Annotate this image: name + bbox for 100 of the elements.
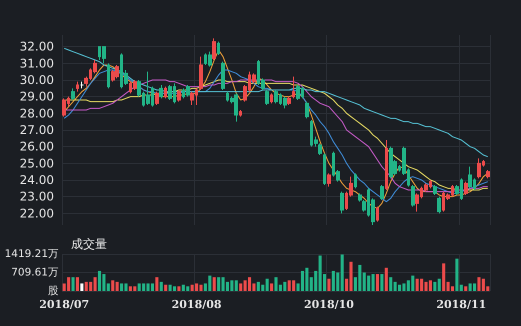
bar: [450, 286, 454, 291]
bar: [376, 274, 380, 291]
candlestick: [376, 206, 379, 222]
bar: [274, 277, 278, 291]
candlestick: [102, 46, 106, 64]
bar: [380, 274, 384, 291]
candlestick: [217, 41, 220, 56]
candlestick: [133, 80, 137, 90]
candlestick: [283, 96, 287, 109]
bar: [217, 277, 220, 291]
y-tick-label: 32.00: [20, 40, 54, 54]
y-tick-label: 26.00: [20, 140, 54, 154]
candlestick: [385, 140, 388, 190]
candlestick: [340, 191, 344, 214]
x-tick-label: 2018/08: [172, 298, 222, 311]
y-tick-label: 28.00: [20, 106, 54, 120]
bar: [477, 277, 481, 291]
y-tick-label: 1419.21万: [4, 248, 59, 260]
bar: [248, 277, 252, 291]
x-tick-label: 2018/11: [436, 298, 486, 311]
bar: [442, 263, 446, 291]
candlestick: [159, 84, 163, 99]
bar: [384, 268, 388, 291]
candlestick: [208, 51, 212, 68]
y-tick-label: 股: [48, 285, 59, 297]
candlestick: [155, 91, 159, 106]
x-tick-label: 2018/07: [39, 298, 90, 311]
candlestick: [115, 64, 119, 79]
bar: [283, 282, 286, 291]
chart-title: 成交量: [71, 237, 107, 251]
candlestick: [234, 92, 238, 122]
y-tick-label: 31.00: [20, 56, 54, 70]
y-tick-label: 29.00: [20, 90, 54, 104]
bar: [124, 283, 128, 291]
bar: [186, 286, 190, 291]
bar: [146, 283, 150, 291]
y-tick-label: 22.00: [20, 206, 54, 220]
bar: [468, 283, 472, 291]
candlestick: [389, 146, 393, 179]
bar: [98, 270, 102, 291]
y-tick-label: 25.00: [20, 156, 54, 170]
candlestick: [380, 184, 384, 200]
bar: [120, 283, 124, 291]
candlestick: [190, 91, 194, 106]
y-tick-label: 709.61万: [11, 266, 59, 278]
bar: [270, 283, 274, 291]
bar: [212, 277, 216, 291]
candlestick: [433, 184, 437, 196]
candlestick: [186, 84, 190, 98]
candlestick: [107, 62, 110, 89]
bar: [164, 284, 168, 291]
bar: [138, 283, 141, 291]
bar: [327, 278, 330, 291]
candlestick: [287, 96, 291, 106]
candlestick: [486, 170, 490, 179]
y-tick-label: 24.00: [20, 173, 54, 187]
bar: [160, 282, 163, 291]
bar: [177, 286, 180, 291]
candlestick: [177, 90, 181, 102]
bar: [234, 280, 238, 291]
bar: [464, 286, 468, 291]
y-tick-label: 30.00: [20, 73, 54, 87]
candlestick: [437, 196, 441, 214]
bar: [172, 286, 176, 291]
candlestick: [296, 84, 300, 100]
candlestick: [239, 110, 242, 118]
candlestick: [323, 152, 326, 186]
bar: [133, 286, 136, 291]
candlestick: [62, 98, 66, 118]
candlestick: [270, 92, 273, 104]
bar: [84, 282, 88, 291]
bar: [438, 278, 441, 291]
candlestick: [464, 181, 468, 196]
bar: [111, 280, 114, 291]
bar: [428, 280, 432, 291]
candlestick: [354, 172, 357, 189]
candlestick: [274, 90, 278, 104]
candlestick: [468, 166, 472, 189]
bar: [239, 283, 242, 291]
candlestick: [71, 88, 75, 100]
candlestick: [221, 61, 225, 90]
x-tick-label: 2018/10: [304, 298, 354, 311]
candlestick: [76, 81, 79, 92]
candlestick: [146, 71, 150, 106]
candlestick: [265, 90, 269, 106]
bar: [349, 262, 353, 291]
bar: [71, 277, 75, 291]
candlestick: [477, 158, 481, 179]
bar: [76, 277, 79, 291]
candlestick: [168, 84, 172, 100]
line-series: [64, 70, 488, 202]
bar: [389, 277, 392, 291]
y-tick-label: 23.00: [20, 190, 54, 204]
bar: [416, 278, 419, 291]
bar: [80, 283, 84, 291]
candlestick: [305, 101, 309, 119]
bar: [300, 270, 304, 291]
bar: [288, 280, 291, 291]
candlestick: [292, 76, 295, 99]
candlestick: [411, 184, 415, 208]
